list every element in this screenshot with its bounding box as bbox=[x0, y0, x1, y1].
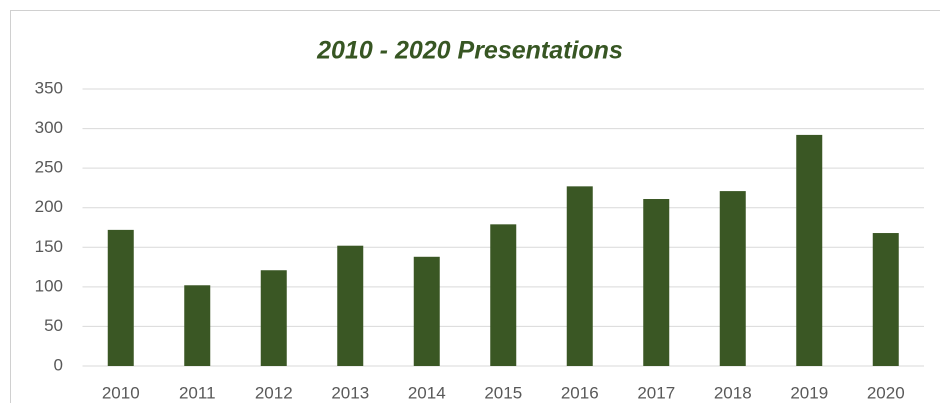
x-tick-label: 2020 bbox=[867, 383, 905, 402]
y-tick-label: 0 bbox=[54, 355, 63, 374]
chart-title: 2010 - 2020 Presentations bbox=[316, 37, 623, 65]
x-tick-label: 2017 bbox=[637, 383, 675, 402]
bar bbox=[796, 134, 823, 366]
bar bbox=[490, 224, 517, 366]
y-tick-label: 200 bbox=[35, 197, 63, 216]
y-tick-label: 300 bbox=[35, 118, 63, 137]
bar bbox=[337, 245, 364, 366]
x-tick-label: 2015 bbox=[484, 383, 522, 402]
x-tick-label: 2013 bbox=[331, 383, 369, 402]
bar bbox=[872, 233, 899, 366]
x-tick-label: 2018 bbox=[714, 383, 752, 402]
x-tick-label: 2019 bbox=[790, 383, 828, 402]
y-tick-label: 350 bbox=[35, 78, 63, 97]
chart-frame bbox=[10, 10, 940, 403]
y-tick-label: 100 bbox=[35, 276, 63, 295]
x-tick-label: 2010 bbox=[102, 383, 140, 402]
y-tick-label: 250 bbox=[35, 158, 63, 177]
bar bbox=[413, 256, 440, 366]
bar bbox=[107, 229, 134, 366]
bar bbox=[184, 285, 211, 366]
x-tick-label: 2014 bbox=[408, 383, 446, 402]
x-tick-label: 2016 bbox=[561, 383, 599, 402]
bar bbox=[643, 199, 670, 366]
x-tick-label: 2012 bbox=[255, 383, 293, 402]
bar bbox=[719, 191, 746, 366]
y-tick-label: 50 bbox=[44, 316, 63, 335]
x-tick-label: 2011 bbox=[179, 383, 216, 402]
bar bbox=[260, 270, 287, 366]
y-tick-label: 150 bbox=[35, 237, 63, 256]
bar bbox=[566, 186, 593, 366]
